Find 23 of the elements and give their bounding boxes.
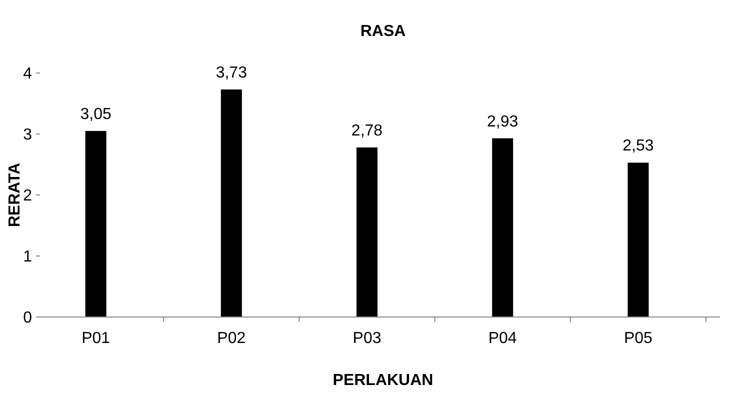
y-tick-label: 1	[23, 248, 32, 266]
y-tick-label: 2	[23, 188, 32, 205]
x-axis-title: PERLAKUAN	[332, 372, 434, 389]
y-tick-label: 3	[23, 126, 32, 144]
bar	[492, 138, 514, 317]
x-tick-label: P05	[624, 330, 653, 347]
y-tick-label: 0	[23, 310, 32, 327]
bar	[220, 89, 242, 317]
data-label: 3,05	[80, 106, 112, 123]
x-tick-label: P01	[82, 330, 110, 347]
data-label: 2,53	[622, 138, 654, 155]
bar	[628, 162, 649, 317]
chart-title: RASA	[360, 23, 406, 40]
y-tick-label: 4	[23, 66, 32, 83]
bar	[356, 147, 378, 317]
bar	[85, 130, 106, 317]
y-axis-title: RERATA	[6, 162, 24, 228]
data-label: 3,73	[216, 64, 248, 82]
data-label: 2,93	[487, 113, 518, 130]
x-tick-label: P04	[488, 330, 517, 347]
x-tick-label: P03	[352, 330, 382, 347]
data-label: 2,78	[351, 122, 383, 140]
x-tick-label: P02	[217, 330, 246, 347]
